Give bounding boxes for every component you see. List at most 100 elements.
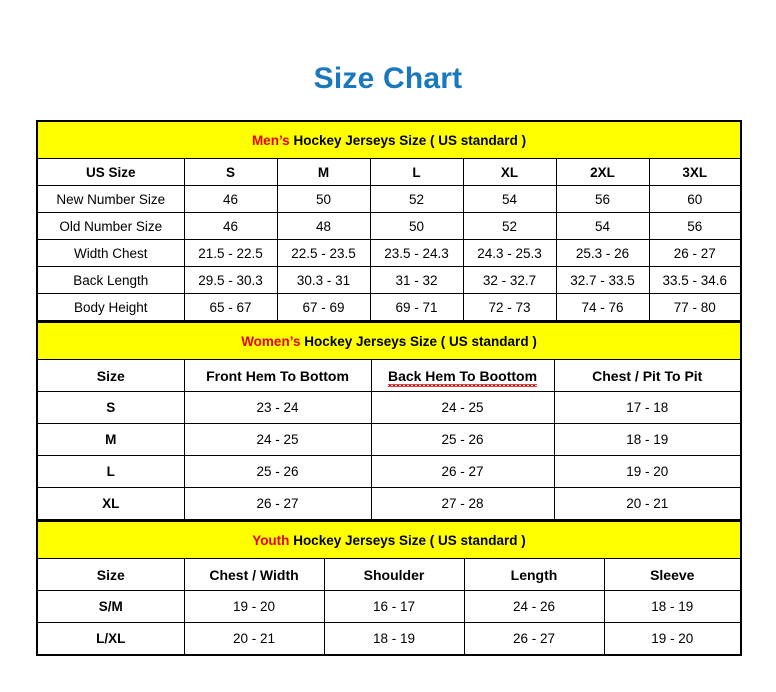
womens-cell: 20 - 21 [553,487,742,521]
womens-section-band: Women’s Hockey Jerseys Size ( US standar… [36,322,742,360]
mens-cell: 30.3 - 31 [276,266,371,294]
womens-header-cell: Front Hem To Bottom [183,359,372,392]
womens-size-table: Women’s Hockey Jerseys Size ( US standar… [36,322,742,521]
table-row: S 23 - 24 24 - 25 17 - 18 [36,391,742,424]
mens-cell: 72 - 73 [462,293,557,322]
mens-cell: 23.5 - 24.3 [369,239,464,267]
womens-cell: 24 - 25 [370,391,555,424]
mens-cell: 69 - 71 [369,293,464,322]
mens-cell: 32.7 - 33.5 [555,266,650,294]
mens-cell: 33.5 - 34.6 [648,266,742,294]
table-row: Back Length 29.5 - 30.3 30.3 - 31 31 - 3… [36,266,742,294]
youth-size-table: Youth Hockey Jerseys Size ( US standard … [36,521,742,656]
mens-section-band: Men’s Hockey Jerseys Size ( US standard … [36,120,742,159]
mens-band-accent: Men’s [251,132,290,148]
mens-cell: 25.3 - 26 [555,239,650,267]
youth-header-cell: Shoulder [323,558,465,591]
mens-cell: 22.5 - 23.5 [276,239,371,267]
youth-cell: 18 - 19 [323,622,465,656]
mens-cell: 56 [555,185,650,213]
womens-cell: 24 - 25 [183,423,372,456]
mens-header-cell: M [276,158,371,186]
youth-row-label: S/M [36,590,185,623]
womens-cell: 19 - 20 [553,455,742,488]
womens-header-row: Size Front Hem To Bottom Back Hem To Boo… [36,359,742,392]
mens-header-cell: S [183,158,278,186]
mens-header-cell: XL [462,158,557,186]
youth-cell: 19 - 20 [603,622,742,656]
womens-row-label: XL [36,487,185,521]
youth-header-cell: Length [463,558,605,591]
mens-cell: 46 [183,212,278,240]
youth-cell: 19 - 20 [183,590,325,623]
youth-cell: 20 - 21 [183,622,325,656]
mens-cell: 52 [462,212,557,240]
mens-section-band-row: Men’s Hockey Jerseys Size ( US standard … [36,120,742,159]
mens-cell: 24.3 - 25.3 [462,239,557,267]
womens-header-cell-typo: Back Hem To Boottom [387,367,538,387]
mens-cell: 50 [369,212,464,240]
womens-header-cell: Back Hem To Boottom [370,359,555,392]
womens-cell: 25 - 26 [183,455,372,488]
womens-row-label: S [36,391,185,424]
mens-cell: 29.5 - 30.3 [183,266,278,294]
mens-cell: 50 [276,185,371,213]
mens-header-cell: US Size [36,158,185,186]
womens-cell: 26 - 27 [183,487,372,521]
youth-cell: 26 - 27 [463,622,605,656]
mens-row-label: Body Height [36,293,185,322]
table-row: Body Height 65 - 67 67 - 69 69 - 71 72 -… [36,293,742,322]
mens-cell: 77 - 80 [648,293,742,322]
mens-cell: 46 [183,185,278,213]
table-row: Old Number Size 46 48 50 52 54 56 [36,212,742,240]
page-title: Size Chart [313,62,463,95]
youth-header-cell: Size [36,558,185,591]
mens-header-row: US Size S M L XL 2XL 3XL [36,158,742,186]
womens-cell: 17 - 18 [553,391,742,424]
womens-cell: 26 - 27 [370,455,555,488]
mens-cell: 52 [369,185,464,213]
mens-header-cell: 2XL [555,158,650,186]
womens-cell: 27 - 28 [370,487,555,521]
mens-header-cell: L [369,158,464,186]
mens-band-rest: Hockey Jerseys Size ( US standard ) [289,132,527,148]
table-row: XL 26 - 27 27 - 28 20 - 21 [36,487,742,521]
mens-cell: 60 [648,185,742,213]
womens-band-accent: Women’s [241,333,301,349]
table-row: Width Chest 21.5 - 22.5 22.5 - 23.5 23.5… [36,239,742,267]
youth-row-label: L/XL [36,622,185,656]
mens-row-label: Width Chest [36,239,185,267]
mens-cell: 54 [555,212,650,240]
mens-cell: 65 - 67 [183,293,278,322]
table-row: L 25 - 26 26 - 27 19 - 20 [36,455,742,488]
mens-row-label: Back Length [36,266,185,294]
womens-cell: 18 - 19 [553,423,742,456]
youth-section-band: Youth Hockey Jerseys Size ( US standard … [36,521,742,559]
youth-cell: 18 - 19 [603,590,742,623]
womens-row-label: M [36,423,185,456]
youth-header-cell: Sleeve [603,558,742,591]
womens-band-rest: Hockey Jerseys Size ( US standard ) [300,333,537,349]
mens-cell: 56 [648,212,742,240]
mens-cell: 21.5 - 22.5 [183,239,278,267]
youth-cell: 16 - 17 [323,590,465,623]
youth-cell: 24 - 26 [463,590,605,623]
womens-cell: 25 - 26 [370,423,555,456]
mens-header-cell: 3XL [648,158,742,186]
mens-cell: 67 - 69 [276,293,371,322]
mens-cell: 74 - 76 [555,293,650,322]
womens-section-band-row: Women’s Hockey Jerseys Size ( US standar… [36,322,742,360]
table-row: S/M 19 - 20 16 - 17 24 - 26 18 - 19 [36,590,742,623]
mens-row-label: New Number Size [36,185,185,213]
youth-band-accent: Youth [252,532,290,548]
youth-section-band-row: Youth Hockey Jerseys Size ( US standard … [36,521,742,559]
youth-header-row: Size Chest / Width Shoulder Length Sleev… [36,558,742,591]
table-row: L/XL 20 - 21 18 - 19 26 - 27 19 - 20 [36,622,742,656]
mens-cell: 54 [462,185,557,213]
womens-row-label: L [36,455,185,488]
womens-header-cell: Size [36,359,185,392]
mens-cell: 31 - 32 [369,266,464,294]
table-row: New Number Size 46 50 52 54 56 60 [36,185,742,213]
womens-header-cell: Chest / Pit To Pit [553,359,742,392]
